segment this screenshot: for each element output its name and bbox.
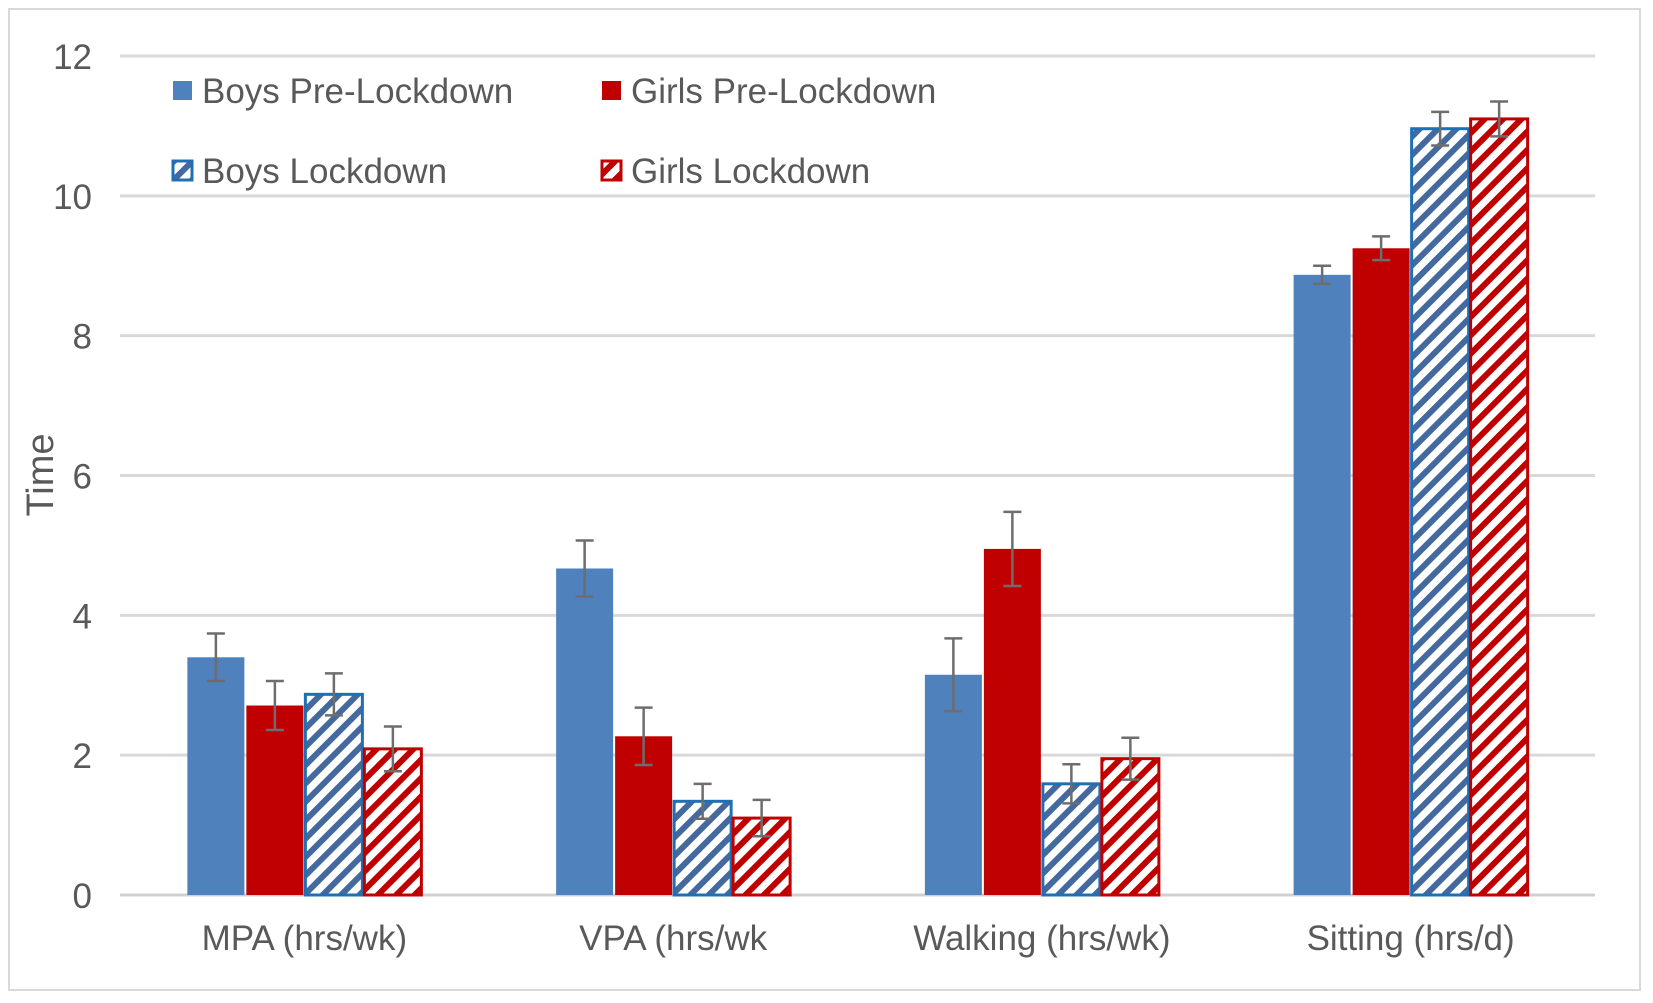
legend-label: Girls Lockdown	[631, 152, 870, 191]
bar-girls-lockdown-3	[1469, 117, 1530, 897]
error-bar	[265, 679, 284, 732]
bars	[187, 117, 1530, 897]
y-axis-ticks: 0 2 4 6 8 10 12	[53, 38, 92, 916]
legend: Boys Pre-Lockdown Girls Pre-Lockdown Boys …	[171, 72, 936, 191]
x-category-label: Sitting (hrs/d)	[1307, 919, 1515, 958]
y-tick-label: 8	[73, 318, 92, 357]
error-bar	[324, 672, 343, 717]
legend-item: Girls Pre-Lockdown	[602, 72, 936, 111]
legend-swatch	[173, 81, 192, 100]
bar-girls-lockdown-0	[362, 747, 423, 897]
error-bar	[1372, 235, 1391, 262]
error-bar	[1003, 510, 1022, 588]
x-category-label: VPA (hrs/wk	[579, 919, 768, 958]
error-bar	[1431, 110, 1450, 147]
y-axis-label: Time	[20, 433, 62, 516]
bar-boys-lockdown-3	[1410, 127, 1471, 897]
y-tick-label: 12	[53, 38, 92, 77]
legend-item: Boys Lockdown	[171, 152, 447, 191]
bar-boys-pre-lockdown-1	[556, 568, 614, 895]
y-tick-label: 6	[73, 458, 92, 497]
y-tick-label: 0	[73, 877, 92, 916]
bar-girls-pre-lockdown-0	[246, 705, 304, 895]
legend-swatch	[171, 159, 194, 182]
legend-item: Boys Pre-Lockdown	[173, 72, 513, 111]
error-bar	[1121, 736, 1140, 781]
legend-item: Girls Lockdown	[600, 152, 870, 191]
error-bar	[1062, 763, 1081, 805]
chart-frame	[8, 8, 1641, 991]
legend-swatch	[600, 159, 623, 182]
legend-label: Girls Pre-Lockdown	[631, 72, 936, 111]
legend-label: Boys Pre-Lockdown	[202, 72, 513, 111]
error-bar	[383, 725, 402, 773]
error-bar	[944, 637, 963, 713]
bar-girls-pre-lockdown-2	[983, 548, 1041, 895]
x-category-label: Walking (hrs/wk)	[913, 919, 1170, 958]
bar-boys-pre-lockdown-3	[1293, 274, 1351, 895]
error-bar	[1313, 264, 1332, 286]
bar-girls-pre-lockdown-3	[1352, 248, 1410, 896]
x-axis-categories: MPA (hrs/wk) VPA (hrs/wk Walking (hrs/wk) S…	[202, 919, 1515, 958]
y-tick-label: 2	[73, 737, 92, 776]
legend-label: Boys Lockdown	[202, 152, 447, 191]
bar-boys-lockdown-0	[303, 692, 364, 897]
error-bars	[206, 100, 1509, 838]
error-bar	[1490, 100, 1509, 138]
error-bar	[575, 539, 594, 598]
x-category-label: MPA (hrs/wk)	[202, 919, 407, 958]
bar-boys-pre-lockdown-0	[187, 657, 245, 895]
error-bar	[206, 632, 225, 683]
bar-girls-lockdown-2	[1100, 757, 1161, 897]
error-bar	[752, 798, 771, 838]
error-bar	[634, 706, 653, 767]
error-bar	[693, 782, 712, 821]
y-tick-label: 4	[73, 597, 92, 636]
legend-swatch	[602, 81, 621, 100]
y-tick-label: 10	[53, 178, 92, 217]
